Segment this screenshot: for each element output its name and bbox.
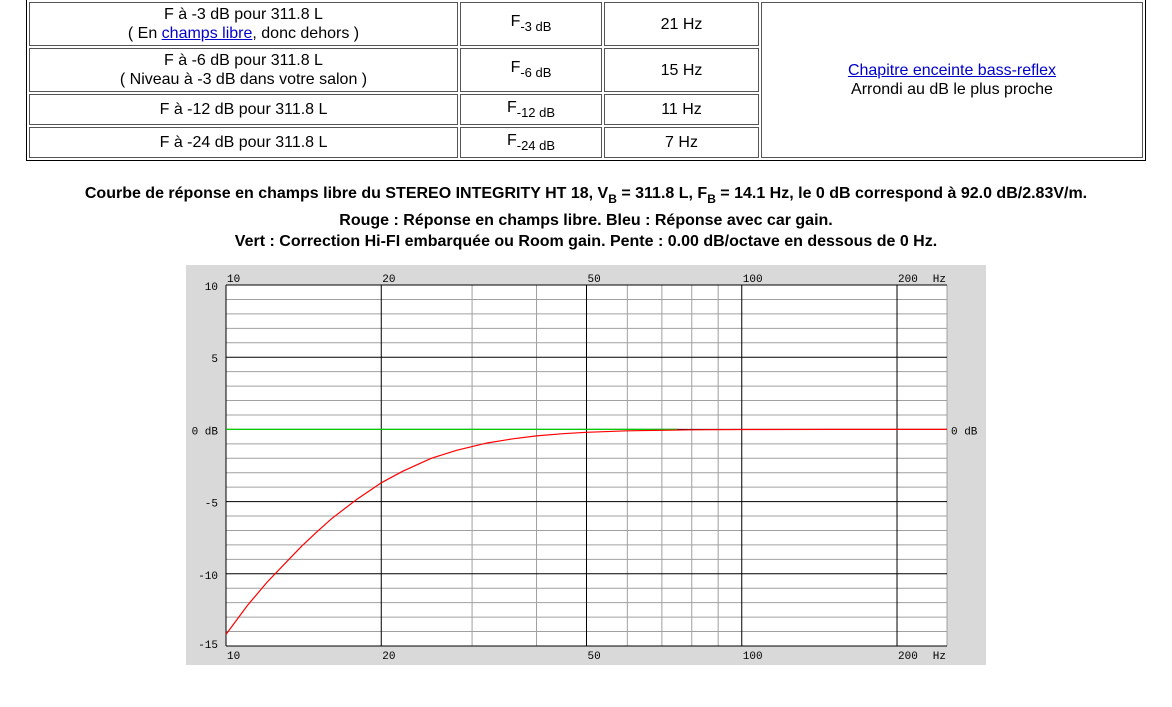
y-tick-label: 10: [205, 282, 218, 294]
specs-table: F à -3 dB pour 311.8 L( En champs libre,…: [26, 0, 1146, 161]
x-tick-label-top: 200: [898, 274, 918, 286]
spec-symbol: F-6 dB: [460, 48, 602, 92]
y-tick-label: -5: [205, 499, 218, 511]
y-tick-label: 0 dB: [192, 426, 219, 438]
spec-symbol: F-12 dB: [460, 94, 602, 125]
side-note-cell: Chapitre enceinte bass-reflex Arrondi au …: [761, 2, 1143, 158]
champs-libre-link[interactable]: champs libre: [161, 25, 253, 42]
caption-line-3: Vert : Correction Hi-FI embarquée ou Roo…: [234, 233, 938, 250]
response-chart: 10 10 20 20 50 50 100 100 200 200 Hz Hz 10 5 0 dB -5 -10…: [186, 265, 986, 665]
spec-label: F à -3 dB pour 311.8 L( En champs libre,…: [29, 2, 458, 46]
spec-value: 21 Hz: [604, 2, 759, 46]
spec-symbol: F-24 dB: [460, 127, 602, 158]
chart-caption: Courbe de réponse en champs libre du STE…: [0, 183, 1172, 252]
table-row: F à -24 dB pour 311.8 L F-24 dB 7 Hz: [29, 127, 1143, 158]
series-line: [225, 428, 947, 635]
spec-label: F à -6 dB pour 311.8 L( Niveau à -3 dB d…: [29, 48, 458, 92]
table-row: F à -3 dB pour 311.8 L( En champs libre,…: [29, 2, 1143, 158]
caption-line-1: Courbe de réponse en champs libre du STE…: [84, 185, 1088, 206]
rounding-note: Arrondi au dB le plus proche: [851, 81, 1053, 98]
x-tick-label-bottom: 50: [588, 651, 601, 663]
x-tick-label-top: 20: [382, 274, 395, 286]
spec-value: 15 Hz: [604, 48, 759, 92]
y-tick-label: -10: [198, 571, 218, 583]
y-right-label: 0 dB: [951, 426, 978, 438]
spec-value: 7 Hz: [604, 127, 759, 158]
caption-line-2: Rouge : Réponse en champs libre. Bleu : …: [339, 212, 833, 229]
x-tick-label-bottom: 100: [743, 651, 763, 663]
x-tick-label-top: 100: [743, 274, 763, 286]
table-row: F à -6 dB pour 311.8 L( Niveau à -3 dB d…: [29, 48, 1143, 92]
x-tick-label-bottom: 10: [227, 651, 240, 663]
y-tick-label: 5: [211, 354, 218, 366]
spec-value: 11 Hz: [604, 94, 759, 125]
table-row: F à -12 dB pour 311.8 L F-12 dB 11 Hz: [29, 94, 1143, 125]
spec-symbol: F-3 dB: [460, 2, 602, 46]
x-tick-label-bottom: 20: [382, 651, 395, 663]
x-unit-label-bottom: Hz: [933, 651, 946, 663]
x-tick-label-top: 50: [588, 274, 601, 286]
axis-labels: 10 10 20 20 50 50 100 100 200 200 Hz Hz 10 5 0 dB -5 -10…: [192, 274, 978, 663]
y-tick-label: -15: [198, 640, 218, 652]
x-unit-label-top: Hz: [933, 274, 946, 286]
x-tick-label-top: 10: [227, 274, 240, 286]
series-layer: [225, 428, 947, 635]
x-tick-label-bottom: 200: [898, 651, 918, 663]
spec-label: F à -24 dB pour 311.8 L: [29, 127, 458, 158]
bass-reflex-chapter-link[interactable]: Chapitre enceinte bass-reflex: [847, 62, 1057, 79]
spec-label: F à -12 dB pour 311.8 L: [29, 94, 458, 125]
